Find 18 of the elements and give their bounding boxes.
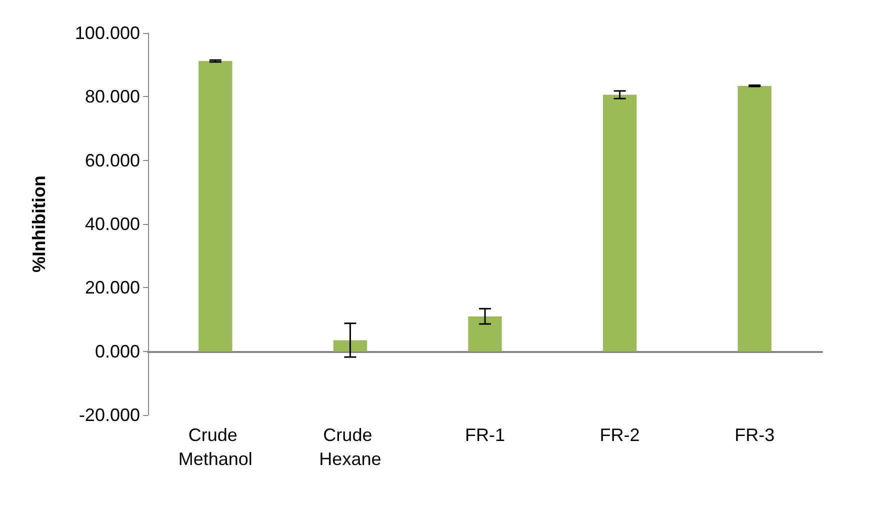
bar [468, 316, 502, 352]
y-tick-label: 20.000 [84, 278, 140, 298]
x-tick-label: Crude Hexane [319, 425, 382, 469]
y-tick-label: 100.000 [74, 23, 140, 43]
x-tick-label: FR-1 [465, 425, 505, 445]
y-axis-title: %Inhibition [29, 176, 49, 272]
bar [738, 86, 772, 352]
bar [602, 94, 637, 352]
y-tick-label: 0.000 [94, 341, 140, 362]
bar [333, 340, 368, 352]
x-tick-label: FR-2 [600, 425, 640, 445]
x-tick-label: FR-3 [734, 425, 775, 445]
bar [198, 61, 232, 352]
y-tick-label: 80.000 [84, 86, 140, 107]
y-tick-label: 60.000 [84, 150, 140, 170]
y-tick-label: 40.000 [84, 214, 140, 234]
x-tick-label: Crude Methanol [178, 425, 252, 469]
y-tick-label: -20.000 [78, 405, 140, 425]
